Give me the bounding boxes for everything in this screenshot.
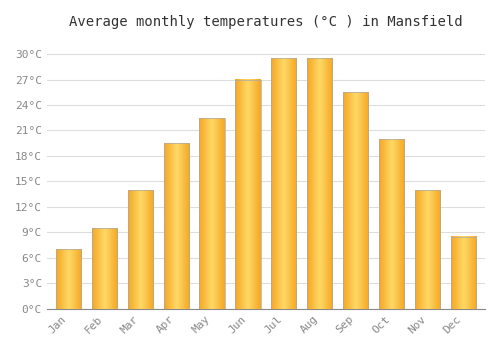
Title: Average monthly temperatures (°C ) in Mansfield: Average monthly temperatures (°C ) in Ma… xyxy=(69,15,462,29)
Bar xyxy=(200,118,224,309)
Bar xyxy=(343,92,368,309)
Bar xyxy=(379,139,404,309)
Bar xyxy=(307,58,332,309)
Bar xyxy=(56,249,81,309)
Bar xyxy=(164,143,188,309)
Bar xyxy=(415,190,440,309)
Bar xyxy=(272,58,296,309)
Bar xyxy=(451,237,476,309)
Bar xyxy=(92,228,117,309)
Bar xyxy=(128,190,153,309)
Bar xyxy=(236,79,260,309)
